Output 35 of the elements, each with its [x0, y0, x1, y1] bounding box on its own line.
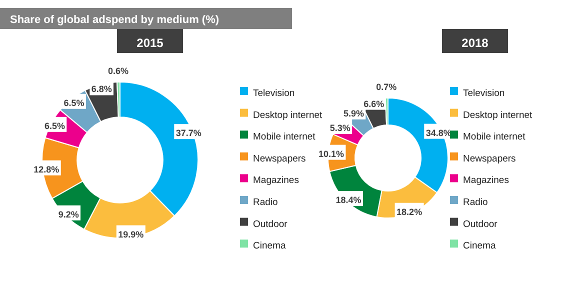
legend-label: Magazines: [253, 175, 300, 186]
legend-label: Outdoor: [253, 218, 288, 230]
data-label: 37.7%: [176, 128, 202, 138]
legend-label: Mobile internet: [253, 132, 316, 143]
data-label: 18.4%: [336, 195, 362, 206]
chart-title: 2018: [462, 36, 489, 50]
legend-label: Mobile internet: [463, 132, 526, 143]
data-label: 34.8%: [426, 128, 452, 138]
data-label: 5.3%: [330, 123, 350, 134]
text: Share of global adspend by medium (%): [10, 14, 220, 26]
legend-label: Desktop internet: [463, 110, 533, 121]
data-label: 0.6%: [108, 66, 129, 76]
data-label: 6.5%: [44, 120, 65, 131]
data-label: 0.7%: [376, 82, 397, 92]
legend-label: Radio: [253, 197, 278, 208]
legend-label: Newspapers: [253, 153, 306, 164]
legend-label: Radio: [463, 197, 488, 208]
data-label: 9.2%: [58, 209, 79, 220]
legend-label: Newspapers: [463, 153, 516, 164]
legend-label: Desktop internet: [253, 110, 323, 121]
data-label: 5.9%: [344, 108, 364, 118]
chart-title: 2015: [136, 36, 164, 50]
data-label: 6.5%: [64, 98, 84, 108]
legend-label: Television: [253, 88, 295, 99]
data-label: 12.8%: [34, 164, 60, 174]
legend-label: Cinema: [253, 240, 286, 252]
legend-label: Cinema: [463, 240, 496, 252]
data-label: 6.8%: [91, 84, 112, 94]
data-label: 10.1%: [318, 148, 344, 159]
data-label: 19.9%: [118, 229, 144, 240]
legend-label: Television: [463, 88, 505, 99]
data-label: 6.6%: [364, 98, 384, 109]
data-label: 18.2%: [396, 206, 422, 217]
legend-label: Magazines: [463, 175, 510, 186]
legend-label: Outdoor: [463, 218, 498, 230]
